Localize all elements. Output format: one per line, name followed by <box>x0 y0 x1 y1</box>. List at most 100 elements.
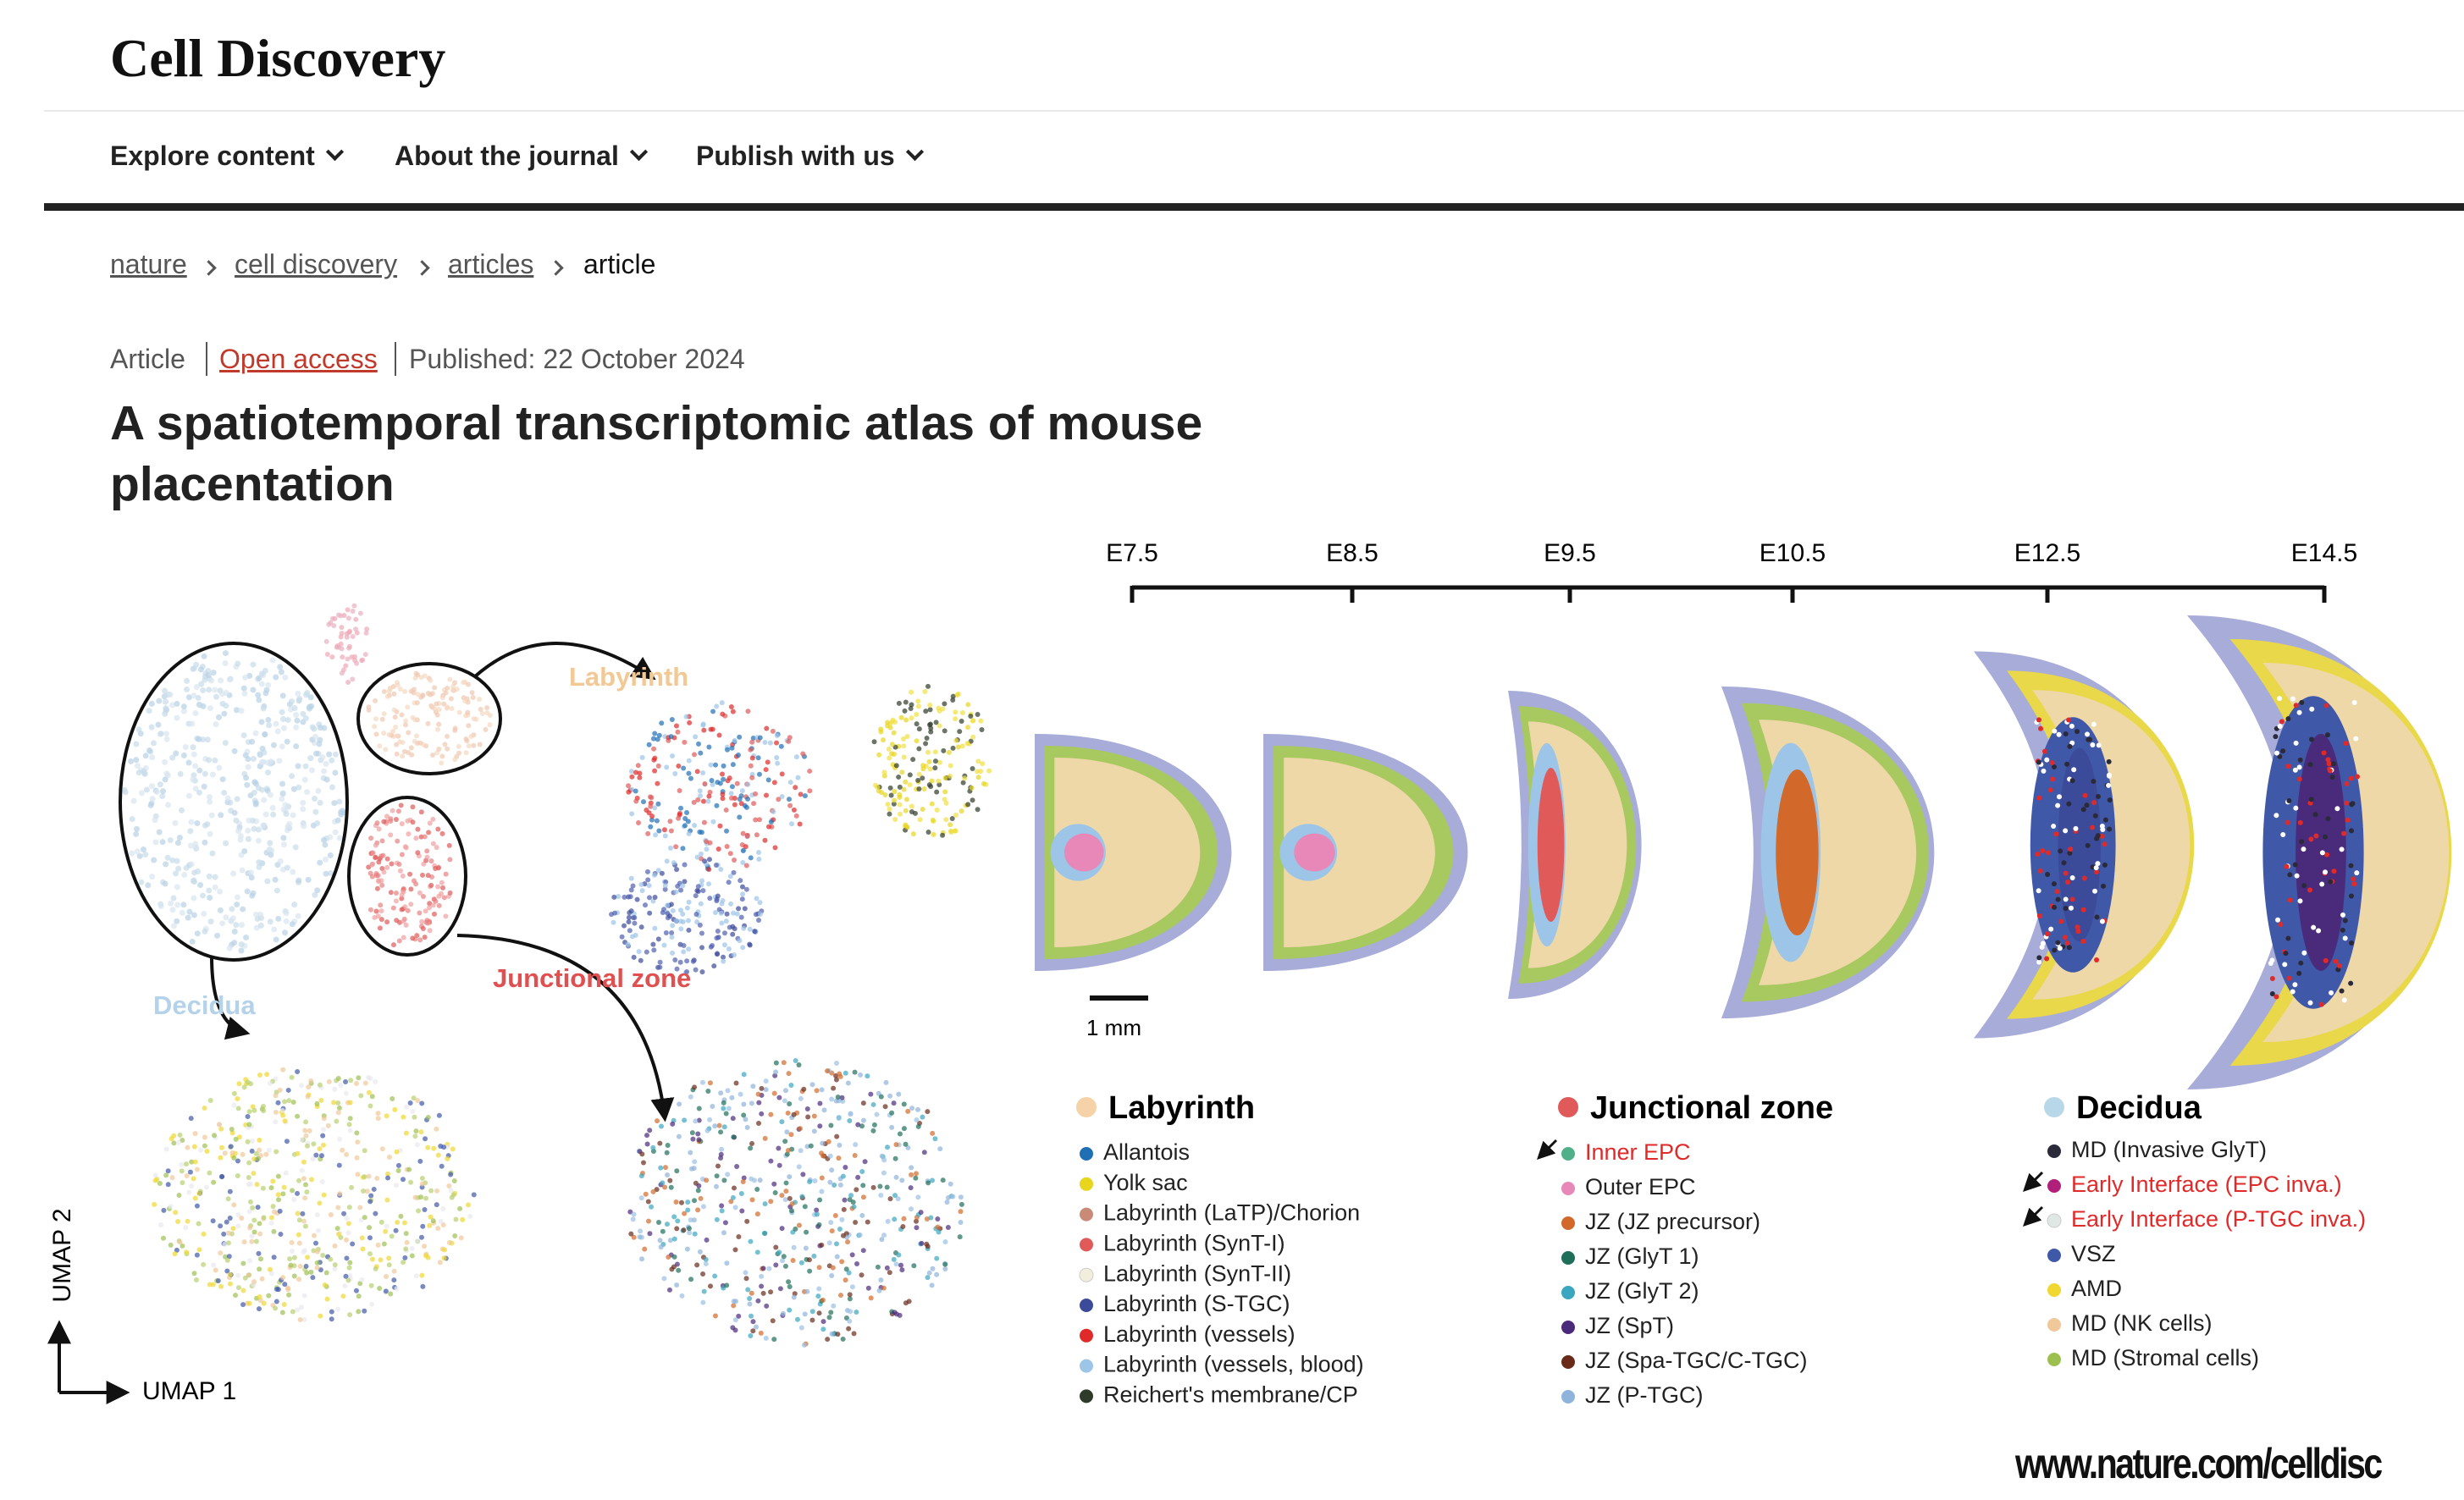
umap-dot <box>638 924 644 930</box>
umap-dot <box>827 1153 833 1159</box>
umap-dot <box>721 1177 727 1183</box>
umap-dot <box>146 708 152 714</box>
breadcrumb-link[interactable]: nature <box>110 249 187 279</box>
umap-dot <box>266 722 273 729</box>
umap-dot <box>773 1244 779 1250</box>
umap-dot <box>930 1130 936 1136</box>
umap-dot <box>754 832 760 838</box>
nav-item[interactable]: About the journal <box>395 141 648 172</box>
umap-dot <box>833 1098 839 1104</box>
nav-label[interactable]: Explore content <box>110 141 315 171</box>
umap-dot <box>691 799 697 805</box>
umap-dot <box>686 770 692 776</box>
section-speckle <box>2052 728 2058 734</box>
journal-url[interactable]: www.nature.com/celldisc <box>2015 1440 2383 1487</box>
legend-dot <box>1080 1147 1093 1161</box>
umap-dot <box>260 705 267 712</box>
umap-dot <box>466 1202 472 1208</box>
umap-dot <box>776 1095 782 1100</box>
umap-dot <box>293 712 300 719</box>
umap-dot <box>749 739 755 745</box>
umap-dot <box>269 804 276 811</box>
umap-dot <box>422 935 428 940</box>
umap-dot <box>267 791 273 798</box>
section-speckle <box>2036 955 2042 961</box>
nav-label[interactable]: Publish with us <box>696 141 895 171</box>
umap-dot <box>959 1201 964 1207</box>
umap-dot <box>452 757 458 763</box>
umap-dot <box>960 780 966 786</box>
cluster-label: Junctional zone <box>493 963 691 993</box>
umap-dot <box>947 822 953 828</box>
umap-dot <box>401 1177 406 1183</box>
umap-dot <box>701 727 707 733</box>
umap-dot <box>801 1342 807 1348</box>
umap-dot <box>749 775 755 780</box>
umap-dot <box>234 707 240 714</box>
umap-dot <box>289 773 296 780</box>
umap-dot <box>171 1140 177 1146</box>
umap-dot <box>840 1173 846 1179</box>
umap-dot <box>696 1106 702 1111</box>
umap-dot <box>262 731 268 738</box>
section-speckle <box>2273 994 2279 1000</box>
umap-dot <box>829 1228 835 1234</box>
umap-dot <box>307 694 314 701</box>
umap-dot <box>628 1231 634 1237</box>
umap-dot <box>656 732 662 738</box>
section-speckle <box>2057 946 2063 951</box>
breadcrumb-link[interactable]: articles <box>448 249 534 279</box>
umap-dot <box>286 1098 292 1104</box>
umap-dot <box>732 857 738 863</box>
umap-dot <box>950 693 956 699</box>
umap-dot <box>439 695 445 701</box>
umap-dot <box>639 754 645 760</box>
umap-dot <box>300 710 307 717</box>
umap-dot <box>301 1293 307 1299</box>
umap-dot <box>610 919 616 925</box>
umap-dot <box>652 805 658 811</box>
umap-dot <box>394 742 400 747</box>
umap-dot <box>816 1310 822 1316</box>
umap-dot <box>724 1282 730 1288</box>
umap-dot <box>172 1251 178 1257</box>
umap-dot <box>676 1133 682 1139</box>
breadcrumb-link[interactable]: cell discovery <box>235 249 398 279</box>
umap-dot <box>394 733 400 739</box>
umap-dot <box>901 1101 907 1107</box>
umap-dot <box>903 797 909 802</box>
journal-name[interactable]: Cell Discovery <box>110 28 446 88</box>
umap-dot <box>790 1257 796 1263</box>
nav-item[interactable]: Explore content <box>110 141 344 172</box>
section-speckle <box>2285 935 2291 941</box>
open-access-link[interactable]: Open access <box>219 344 378 374</box>
umap-dot <box>749 1100 754 1106</box>
umap-dot <box>978 718 984 724</box>
umap-dot <box>768 1158 774 1164</box>
umap-dot <box>671 1236 677 1242</box>
umap-dot <box>878 1192 884 1198</box>
umap-dot <box>234 901 240 907</box>
umap-dot <box>980 761 986 767</box>
umap-dot <box>193 661 200 668</box>
umap-dot <box>793 1058 798 1064</box>
umap-dot <box>353 626 359 632</box>
umap-dot <box>191 772 197 779</box>
section-speckle <box>2319 881 2325 887</box>
nav-item[interactable]: Publish with us <box>696 141 924 172</box>
umap-dot <box>681 1227 687 1233</box>
legend-dot <box>1561 1390 1575 1403</box>
nav-label[interactable]: About the journal <box>395 141 619 171</box>
umap-dot <box>311 1141 317 1147</box>
umap-dot <box>378 853 384 859</box>
umap-dot <box>425 720 431 726</box>
umap-dot <box>433 866 439 872</box>
umap-dot <box>205 672 212 679</box>
umap-dot <box>231 1102 237 1108</box>
umap-dot <box>724 911 730 917</box>
umap-dot <box>422 1244 428 1249</box>
umap-dot <box>633 798 639 804</box>
umap-dot <box>427 901 433 907</box>
umap-dot <box>659 1123 665 1129</box>
umap-dot <box>665 1172 671 1177</box>
